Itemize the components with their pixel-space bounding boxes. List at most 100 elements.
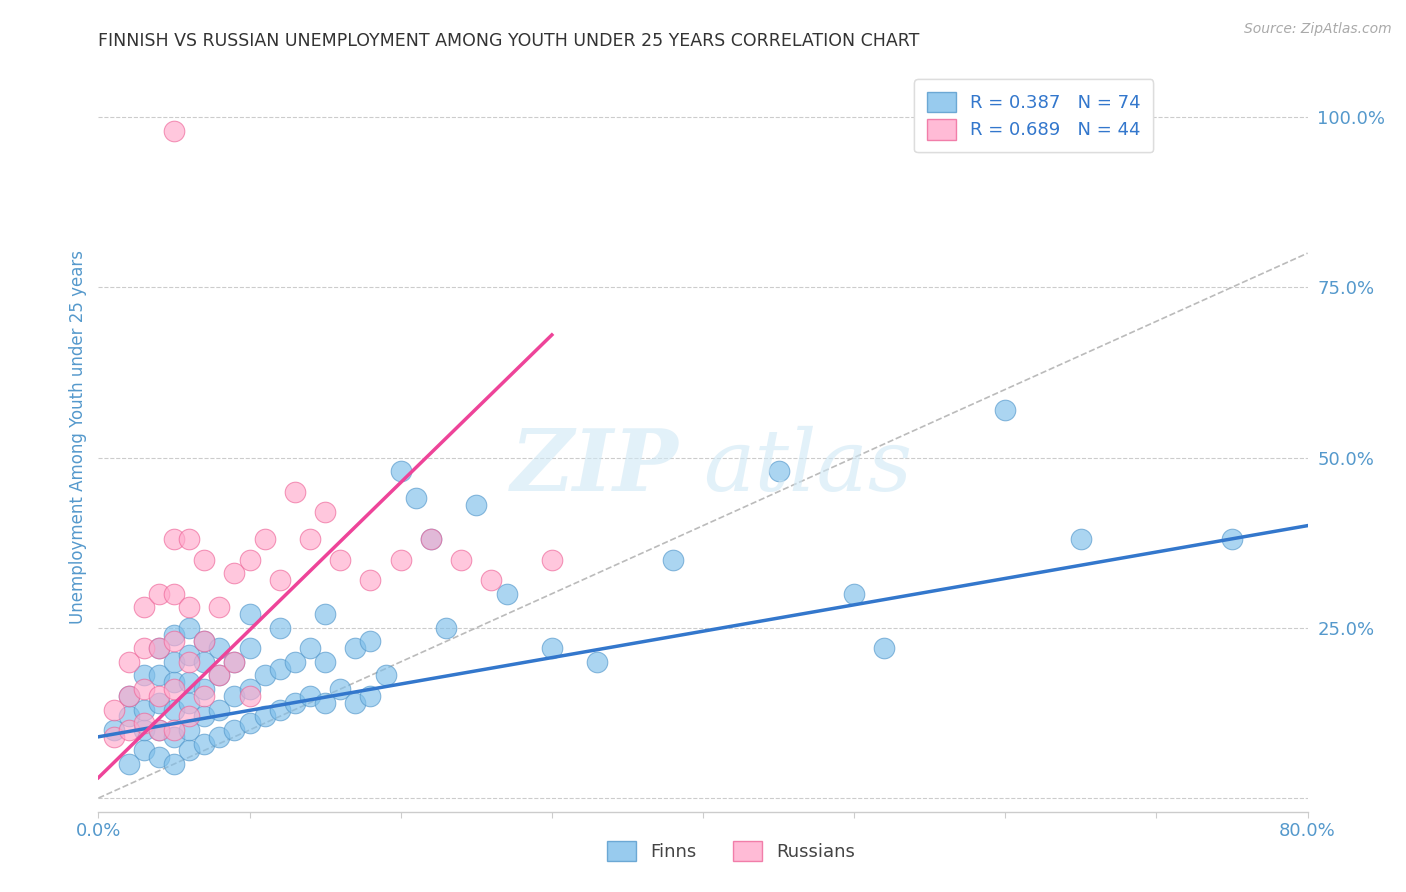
Point bbox=[132, 682, 155, 697]
Point bbox=[193, 634, 215, 648]
Point bbox=[360, 634, 382, 648]
Point bbox=[148, 689, 170, 703]
Point bbox=[208, 730, 231, 744]
Point bbox=[103, 702, 125, 716]
Point bbox=[329, 682, 352, 697]
Point bbox=[132, 743, 155, 757]
Point bbox=[586, 655, 609, 669]
Point bbox=[148, 723, 170, 737]
Point bbox=[132, 723, 155, 737]
Point bbox=[179, 675, 201, 690]
Point bbox=[208, 600, 231, 615]
Text: FINNISH VS RUSSIAN UNEMPLOYMENT AMONG YOUTH UNDER 25 YEARS CORRELATION CHART: FINNISH VS RUSSIAN UNEMPLOYMENT AMONG YO… bbox=[98, 32, 920, 50]
Point bbox=[208, 668, 231, 682]
Point bbox=[239, 682, 262, 697]
Point bbox=[314, 655, 336, 669]
Point bbox=[269, 573, 291, 587]
Point bbox=[179, 621, 201, 635]
Point bbox=[420, 533, 443, 547]
Point bbox=[163, 634, 186, 648]
Legend: Finns, Russians: Finns, Russians bbox=[595, 828, 868, 874]
Point bbox=[253, 668, 276, 682]
Point bbox=[148, 723, 170, 737]
Point bbox=[193, 682, 215, 697]
Point bbox=[208, 641, 231, 656]
Point bbox=[299, 641, 322, 656]
Point bbox=[163, 675, 186, 690]
Point bbox=[299, 533, 322, 547]
Point bbox=[344, 641, 367, 656]
Point bbox=[208, 668, 231, 682]
Point bbox=[118, 689, 141, 703]
Point bbox=[179, 655, 201, 669]
Point bbox=[253, 709, 276, 723]
Point bbox=[420, 533, 443, 547]
Point bbox=[314, 696, 336, 710]
Point bbox=[193, 655, 215, 669]
Point bbox=[495, 587, 517, 601]
Point bbox=[163, 123, 186, 137]
Point bbox=[163, 757, 186, 772]
Point bbox=[179, 648, 201, 662]
Point bbox=[389, 552, 412, 566]
Point bbox=[481, 573, 503, 587]
Point bbox=[148, 641, 170, 656]
Point bbox=[224, 723, 246, 737]
Point bbox=[103, 723, 125, 737]
Point bbox=[163, 682, 186, 697]
Point bbox=[239, 689, 262, 703]
Point bbox=[269, 621, 291, 635]
Point bbox=[540, 552, 562, 566]
Point bbox=[1070, 533, 1092, 547]
Point bbox=[360, 573, 382, 587]
Point bbox=[314, 607, 336, 622]
Point bbox=[103, 730, 125, 744]
Point bbox=[768, 464, 790, 478]
Text: ZIP: ZIP bbox=[510, 425, 679, 508]
Point bbox=[389, 464, 412, 478]
Legend: R = 0.387   N = 74, R = 0.689   N = 44: R = 0.387 N = 74, R = 0.689 N = 44 bbox=[914, 79, 1153, 153]
Point bbox=[118, 757, 141, 772]
Point bbox=[284, 484, 307, 499]
Point bbox=[163, 655, 186, 669]
Point bbox=[163, 730, 186, 744]
Point bbox=[132, 641, 155, 656]
Point bbox=[374, 668, 396, 682]
Y-axis label: Unemployment Among Youth under 25 years: Unemployment Among Youth under 25 years bbox=[69, 250, 87, 624]
Point bbox=[239, 641, 262, 656]
Point bbox=[148, 668, 170, 682]
Point bbox=[434, 621, 457, 635]
Point bbox=[208, 702, 231, 716]
Point bbox=[314, 505, 336, 519]
Point bbox=[163, 723, 186, 737]
Point bbox=[179, 743, 201, 757]
Point bbox=[148, 750, 170, 764]
Point bbox=[450, 552, 472, 566]
Point bbox=[239, 716, 262, 731]
Point bbox=[163, 627, 186, 641]
Point bbox=[163, 702, 186, 716]
Point bbox=[224, 655, 246, 669]
Point bbox=[148, 587, 170, 601]
Point bbox=[193, 709, 215, 723]
Point bbox=[253, 533, 276, 547]
Point bbox=[269, 702, 291, 716]
Point bbox=[193, 737, 215, 751]
Point bbox=[360, 689, 382, 703]
Point bbox=[132, 716, 155, 731]
Point bbox=[148, 641, 170, 656]
Point bbox=[405, 491, 427, 506]
Point bbox=[179, 533, 201, 547]
Point bbox=[465, 498, 488, 512]
Point bbox=[239, 607, 262, 622]
Point bbox=[193, 634, 215, 648]
Point bbox=[118, 655, 141, 669]
Point bbox=[994, 402, 1017, 417]
Point bbox=[179, 600, 201, 615]
Point bbox=[118, 709, 141, 723]
Point bbox=[269, 662, 291, 676]
Point bbox=[844, 587, 866, 601]
Point bbox=[179, 696, 201, 710]
Point bbox=[179, 723, 201, 737]
Point bbox=[163, 533, 186, 547]
